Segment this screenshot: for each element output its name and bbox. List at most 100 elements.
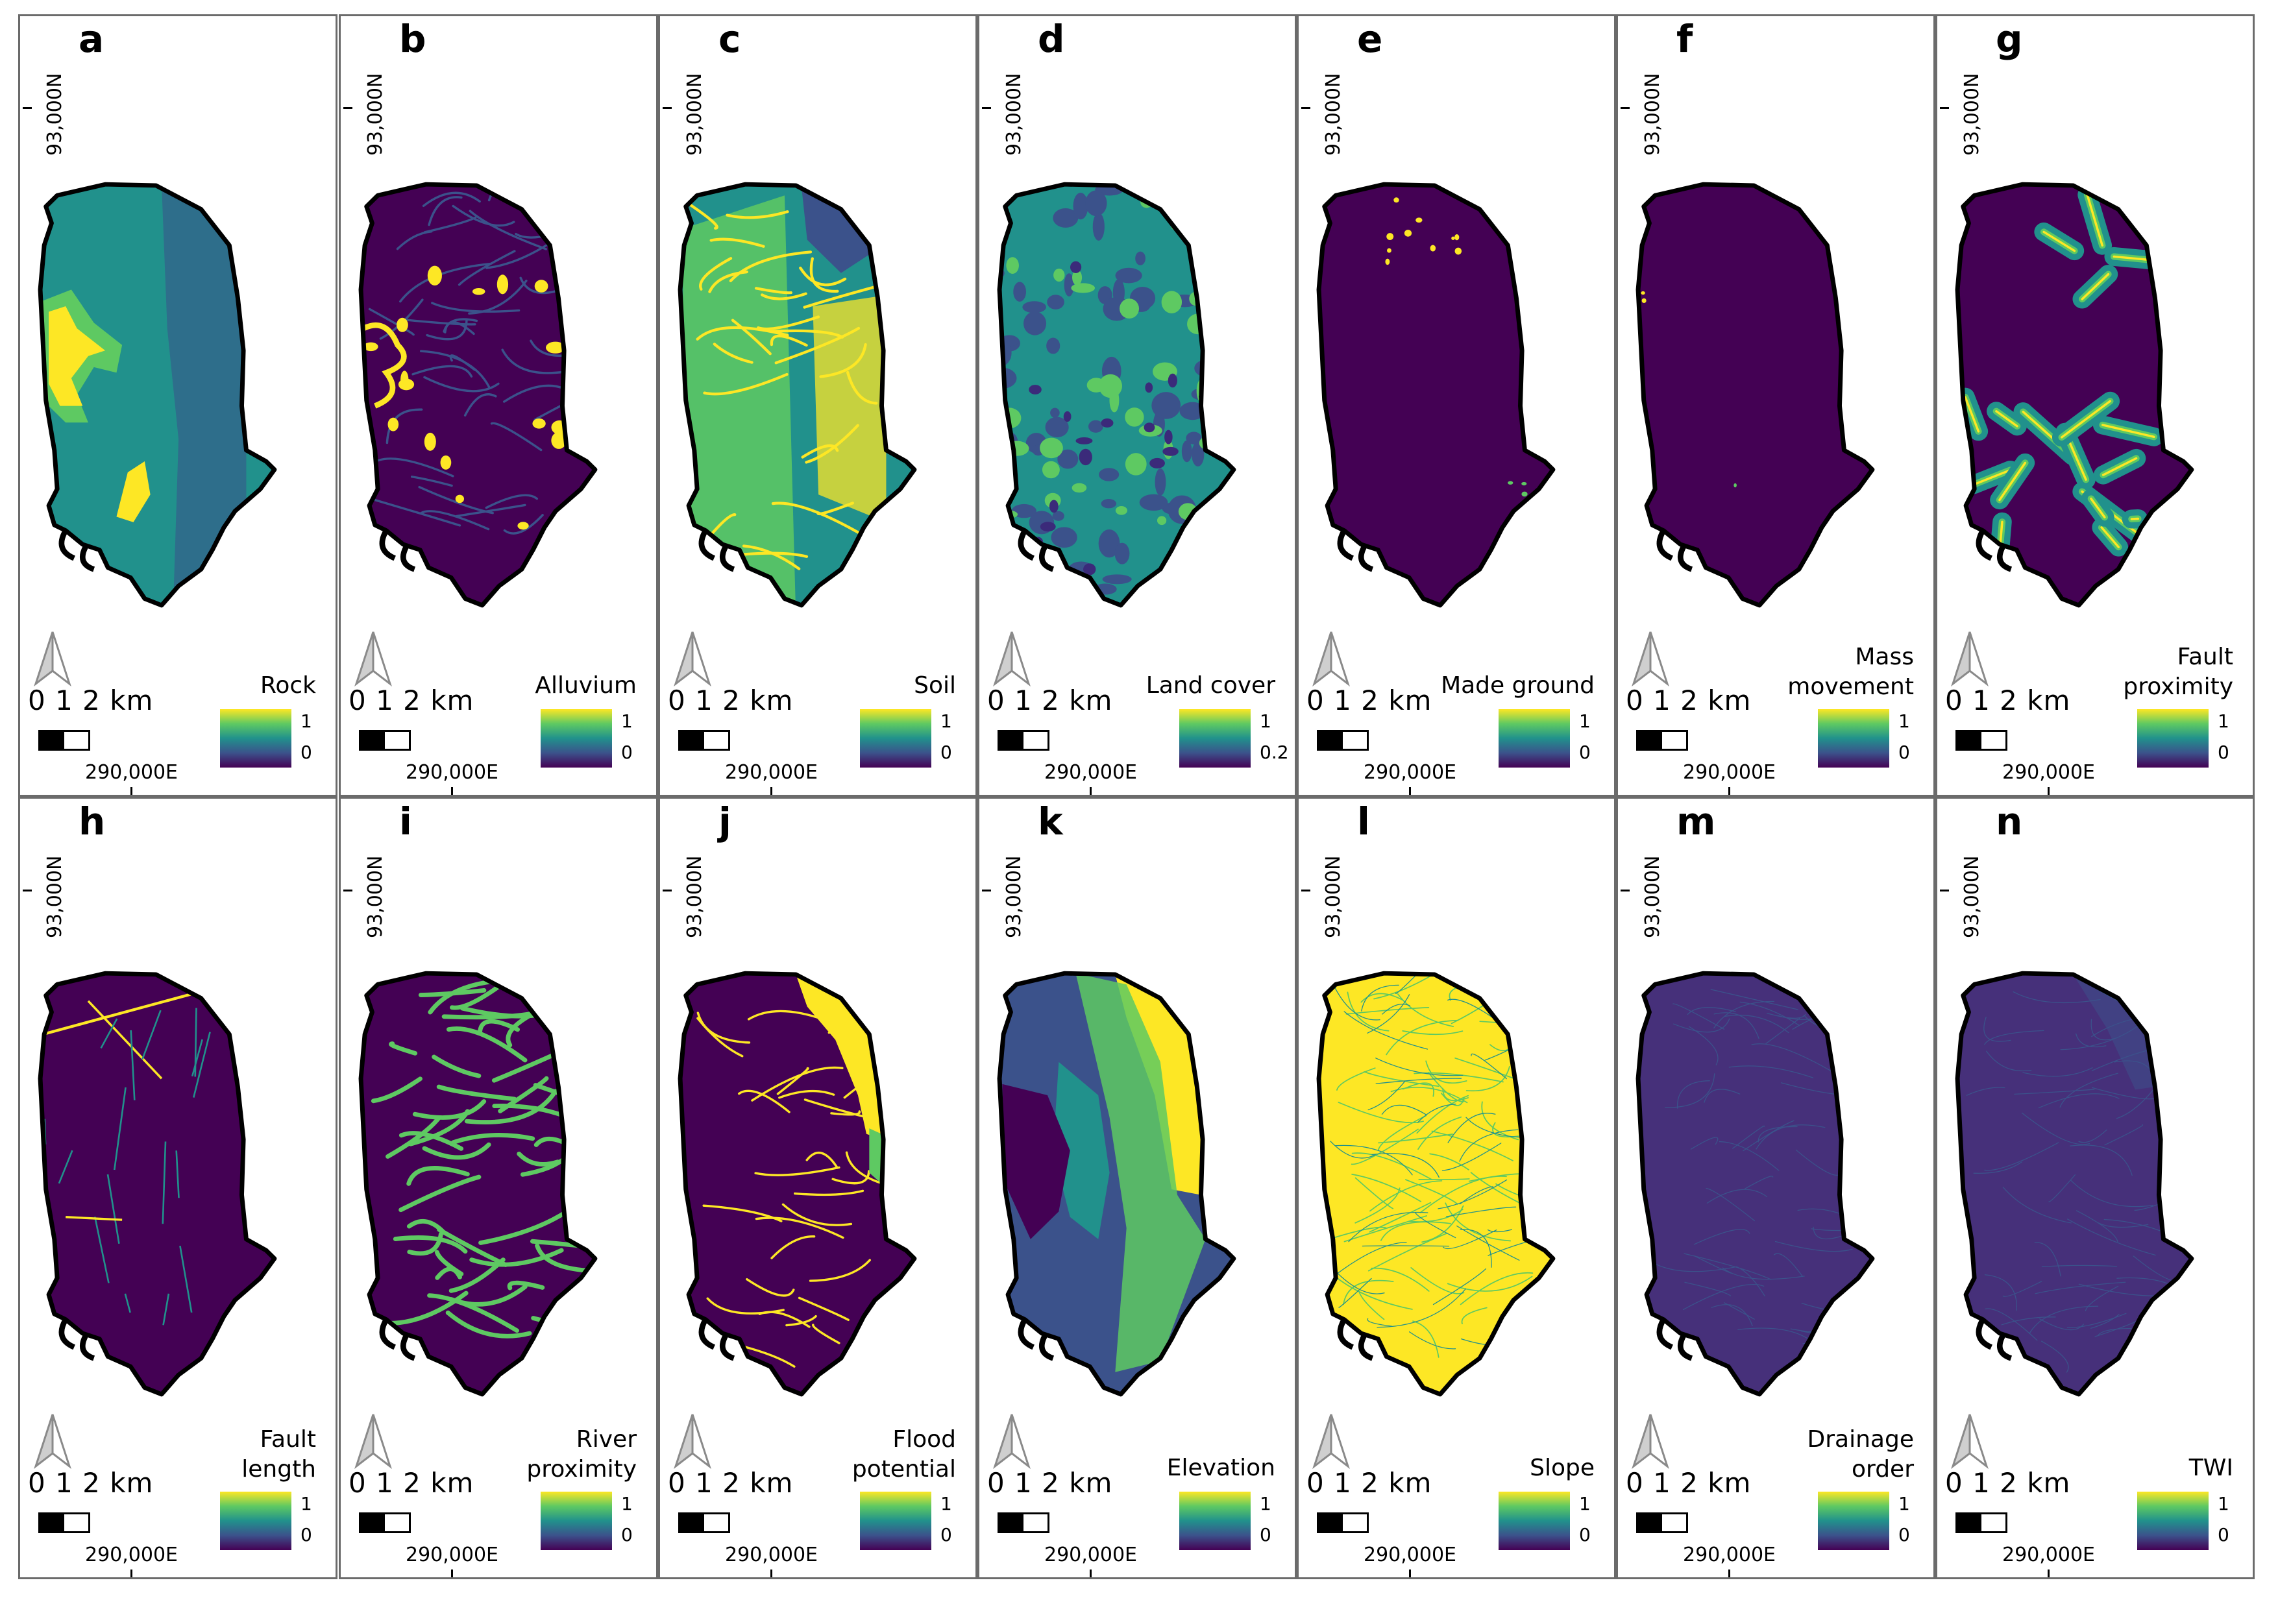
coastline-detail (1337, 1318, 1354, 1350)
raster-map-riverprox (358, 971, 598, 1397)
river-line (709, 237, 765, 248)
northing-tick (343, 107, 352, 109)
scale-label: 0 1 2 km (349, 1467, 474, 1499)
boundary-outline (997, 971, 1236, 1397)
raster-patch (1088, 420, 1103, 433)
map-background (1957, 184, 2192, 605)
raster-map-drainage (1636, 971, 1875, 1397)
raster-patch (424, 432, 436, 451)
easting-tick (770, 1569, 772, 1577)
raster-map-elevation (997, 971, 1236, 1397)
river-line (412, 1099, 487, 1120)
raster-patch (517, 522, 529, 530)
river-line (1756, 1124, 1826, 1150)
river-line (1737, 1327, 1813, 1343)
river-line (386, 408, 423, 444)
raster-patch (1139, 494, 1168, 511)
raster-patch (1064, 273, 1074, 297)
legend-title: Fault (260, 1426, 316, 1453)
scale-label: 0 1 2 km (1945, 685, 2071, 716)
river-line (776, 1067, 809, 1095)
river-line (830, 1110, 861, 1116)
river-line (1722, 1267, 1805, 1280)
river-line (1693, 1229, 1750, 1245)
raster-patch (1155, 468, 1166, 496)
flood-zone (796, 974, 884, 1140)
easting-label: 290,000E (2002, 1544, 2096, 1566)
northing-tick (663, 107, 672, 109)
river-line (726, 210, 789, 219)
raster-patch (1454, 234, 1460, 241)
raster-map-alluvium (358, 182, 598, 608)
river-line (1973, 1161, 2022, 1174)
northing-label: 93,000N (683, 73, 706, 156)
northing-tick (1301, 890, 1310, 891)
river-line (1432, 1268, 1487, 1305)
fault-line (2086, 193, 2103, 247)
coastline-detail (379, 1318, 397, 1350)
river-line (747, 1010, 825, 1021)
raster-patch (1038, 590, 1053, 605)
soil-zone (683, 195, 796, 605)
raster-patch (1075, 437, 1093, 444)
panel-k: k 93,000N 0 1 2 km 290,000E Elevation 1 0 (977, 797, 1297, 1579)
river-line (2013, 991, 2101, 1004)
river-line (2097, 1327, 2132, 1337)
fault-line (2101, 457, 2138, 476)
legend-colorbar (541, 1492, 612, 1550)
boundary-outline (997, 182, 1236, 608)
easting-label: 290,000E (1044, 761, 1138, 784)
fault-line (1995, 410, 2018, 428)
river-line (1415, 1212, 1456, 1239)
easting-tick (1728, 787, 1730, 795)
legend-max-value: 1 (1260, 710, 1271, 732)
panel-l: l 93,000N 0 1 2 km 290,000E Slope 1 0 (1297, 797, 1616, 1579)
raster-patch (1005, 441, 1029, 456)
legend-max-value: 1 (940, 1493, 952, 1514)
river-line (1425, 1060, 1467, 1084)
legend-min-value: 0 (2218, 1524, 2229, 1545)
river-line (1704, 1089, 1741, 1103)
boundary-outline (1316, 182, 1556, 608)
scale-bar (1636, 1512, 1688, 1533)
river-line (1441, 1143, 1502, 1171)
river-line (403, 319, 476, 326)
river-line (463, 393, 497, 417)
raster-map-flood (678, 971, 917, 1397)
map-background (1319, 973, 1553, 1394)
raster-patch (1521, 481, 1527, 486)
legend-max-value: 1 (1898, 710, 1910, 732)
raster-patch (1022, 301, 1046, 313)
river-line (1724, 1014, 1789, 1034)
panel-n: n 93,000N 0 1 2 km 290,000E TWI 1 0 (1935, 797, 2255, 1579)
river-line (1673, 1018, 1730, 1033)
river-line (1358, 1291, 1385, 1320)
river-line (517, 1151, 560, 1167)
raster-patch (1098, 529, 1120, 558)
panel-letter: k (1038, 799, 1063, 843)
raster-patch (398, 378, 415, 391)
river-line (1334, 1145, 1413, 1176)
river-line (1983, 1016, 2011, 1042)
raster-patch (1158, 190, 1172, 206)
raster-patch (1115, 505, 1127, 515)
river-line (799, 266, 847, 287)
raster-patch (1071, 283, 1096, 293)
panel-letter: c (718, 17, 741, 61)
scale-label: 0 1 2 km (668, 1467, 794, 1499)
raster-patch (1140, 583, 1152, 605)
river-line (2070, 1180, 2153, 1207)
north-arrow-icon (354, 1414, 392, 1470)
easting-label: 290,000E (1683, 761, 1776, 784)
raster-patch (1160, 577, 1171, 604)
river-line (1758, 1126, 1798, 1143)
northing-label: 93,000N (1003, 855, 1025, 938)
river-line (443, 318, 478, 333)
river-line (729, 250, 813, 282)
raster-patch (1161, 291, 1182, 313)
river-line (2078, 1129, 2107, 1143)
river-line (1713, 1012, 1759, 1039)
river-line (2002, 1281, 2042, 1297)
elevation-band (1075, 973, 1206, 1372)
north-arrow-icon (1312, 1414, 1350, 1470)
